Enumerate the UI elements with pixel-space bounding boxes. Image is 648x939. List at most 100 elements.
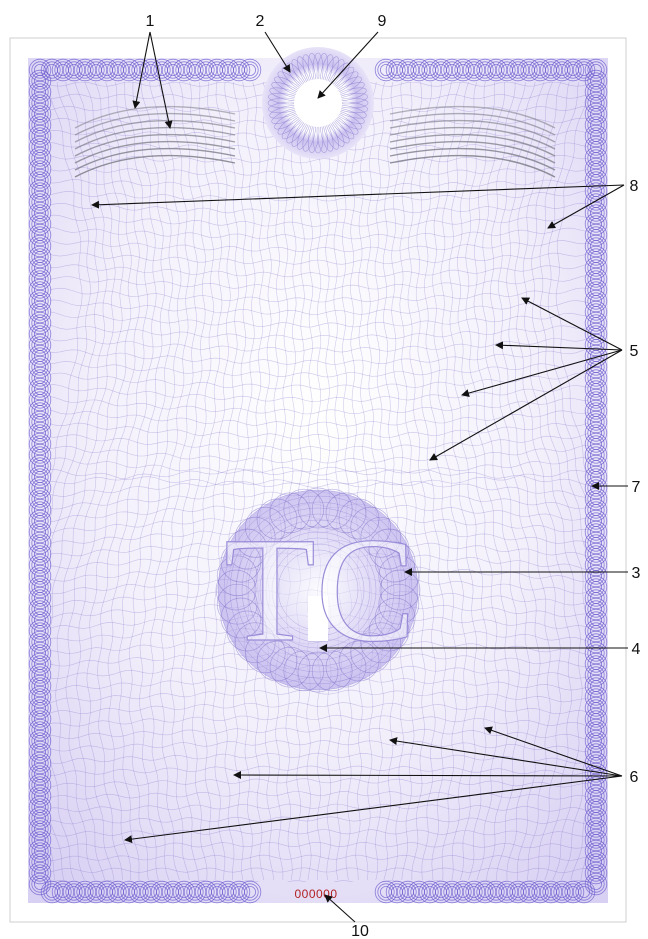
border-rosette-ring (28, 817, 52, 841)
emblem-scallop (220, 597, 262, 639)
border-rosette-ring (587, 105, 605, 123)
border-rosette-ring (31, 831, 49, 849)
border-rosette-ring (587, 710, 605, 728)
border-rosette-ring (31, 182, 49, 200)
emblem-ring (241, 513, 395, 667)
border-rosette-ring (432, 883, 450, 901)
border-rosette-ring (230, 883, 248, 901)
border-rosette-ring (528, 58, 552, 82)
border-rosette-ring (587, 193, 605, 211)
emblem-scallop (360, 622, 402, 664)
mesh-line-h (50, 372, 588, 390)
border-rosette-ring (153, 61, 171, 79)
border-rosette-ring (120, 61, 138, 79)
border-rosette-ring (498, 61, 516, 79)
border-rosette-ring (28, 674, 52, 698)
leader-1a (132, 31, 151, 109)
mesh-line-h (50, 791, 588, 800)
border-rosette-ring (517, 880, 541, 904)
mesh-line-h (50, 214, 588, 227)
border-rosette-ring (31, 864, 49, 882)
emblem-scallop (338, 640, 380, 682)
border-rosette-ring (142, 883, 160, 901)
border-rosette-ring (28, 696, 52, 720)
emblem-scallop (269, 646, 311, 688)
mesh-line-v (522, 82, 583, 881)
border-rosette-ring (584, 91, 608, 115)
hatch-line-right (389, 119, 556, 143)
callout-leaders (91, 31, 628, 923)
hatch-line-left (74, 126, 236, 150)
border-rosette-ring (31, 413, 49, 431)
border-rosette-ring (31, 655, 49, 673)
border-rosette-ring (31, 281, 49, 299)
center-emblem (215, 487, 421, 693)
border-rosette-ring (587, 380, 605, 398)
border-rosette-ring (227, 880, 251, 904)
border-rosette-ring (84, 880, 108, 904)
border-rosette-ring (584, 80, 608, 104)
border-rosette-ring (587, 292, 605, 310)
border-rosette-ring (550, 880, 574, 904)
emblem-ring (223, 495, 413, 685)
border-rosette-ring (587, 875, 605, 893)
border-rosette-ring (98, 883, 116, 901)
hatch-line-left (74, 112, 236, 136)
emblem-scallop (226, 528, 268, 570)
border-rosette-ring (587, 644, 605, 662)
border-rosette-ring (31, 721, 49, 739)
border-rosette-ring (73, 880, 97, 904)
border-rosette-ring (87, 883, 105, 901)
border-rosette-ring (31, 61, 49, 79)
border-rosette-ring (31, 380, 49, 398)
border-rosette-ring (28, 850, 52, 874)
mesh-line-h (50, 714, 588, 727)
border-rosette-ring (31, 534, 49, 552)
border-rosette-ring (587, 721, 605, 739)
mesh-line-v (243, 82, 264, 881)
border-rosette-ring (131, 61, 149, 79)
border-rosette-ring (542, 61, 560, 79)
mesh-line-v (180, 82, 214, 881)
leader-5b (495, 341, 623, 351)
border-rosette-ring (584, 696, 608, 720)
border-rosette-ring (584, 652, 608, 676)
border-rosette-ring (28, 751, 52, 775)
callout-numbers: 1 2 9 8 5 7 3 4 6 10 (146, 13, 641, 939)
border-rosette-ring (584, 817, 608, 841)
border-rosette-ring (584, 520, 608, 544)
border-rosette-ring (572, 58, 596, 82)
border-rosette-ring (31, 710, 49, 728)
border-rosette-ring (590, 878, 603, 891)
border-rosette-ring (587, 743, 605, 761)
border-rosette-ring (587, 633, 605, 651)
border-rosette-ring (54, 61, 72, 79)
mesh-line-v (285, 82, 297, 881)
mesh-line-v (55, 82, 116, 881)
border-rosette-ring (28, 80, 52, 104)
mesh-line-v (465, 82, 510, 881)
emblem-scallop (244, 506, 286, 548)
border-rosette-ring (542, 883, 560, 901)
mesh-line-v (170, 82, 206, 881)
mesh-line-h (50, 466, 588, 486)
border-rosette-ring (584, 531, 608, 555)
border-rosette-ring (31, 545, 49, 563)
mesh-line-h (50, 299, 588, 315)
border-rosette-ring (31, 314, 49, 332)
mesh-line-v (382, 82, 405, 881)
border-rosette-ring (520, 61, 538, 79)
border-rosette-ring (243, 886, 256, 899)
border-rosette-ring (208, 61, 226, 79)
border-rosette-ring (164, 883, 182, 901)
border-rosette-ring (31, 732, 49, 750)
border-rosette-ring (31, 435, 49, 453)
emblem-scallop (368, 528, 410, 570)
border-rosette-ring (587, 347, 605, 365)
mesh-line-h (50, 854, 588, 861)
border-rosette-ring (65, 883, 83, 901)
mesh-line-h (50, 727, 588, 740)
border-rosette-ring (587, 787, 605, 805)
border-rosette-ring (539, 58, 563, 82)
border-rosette-ring (539, 880, 563, 904)
